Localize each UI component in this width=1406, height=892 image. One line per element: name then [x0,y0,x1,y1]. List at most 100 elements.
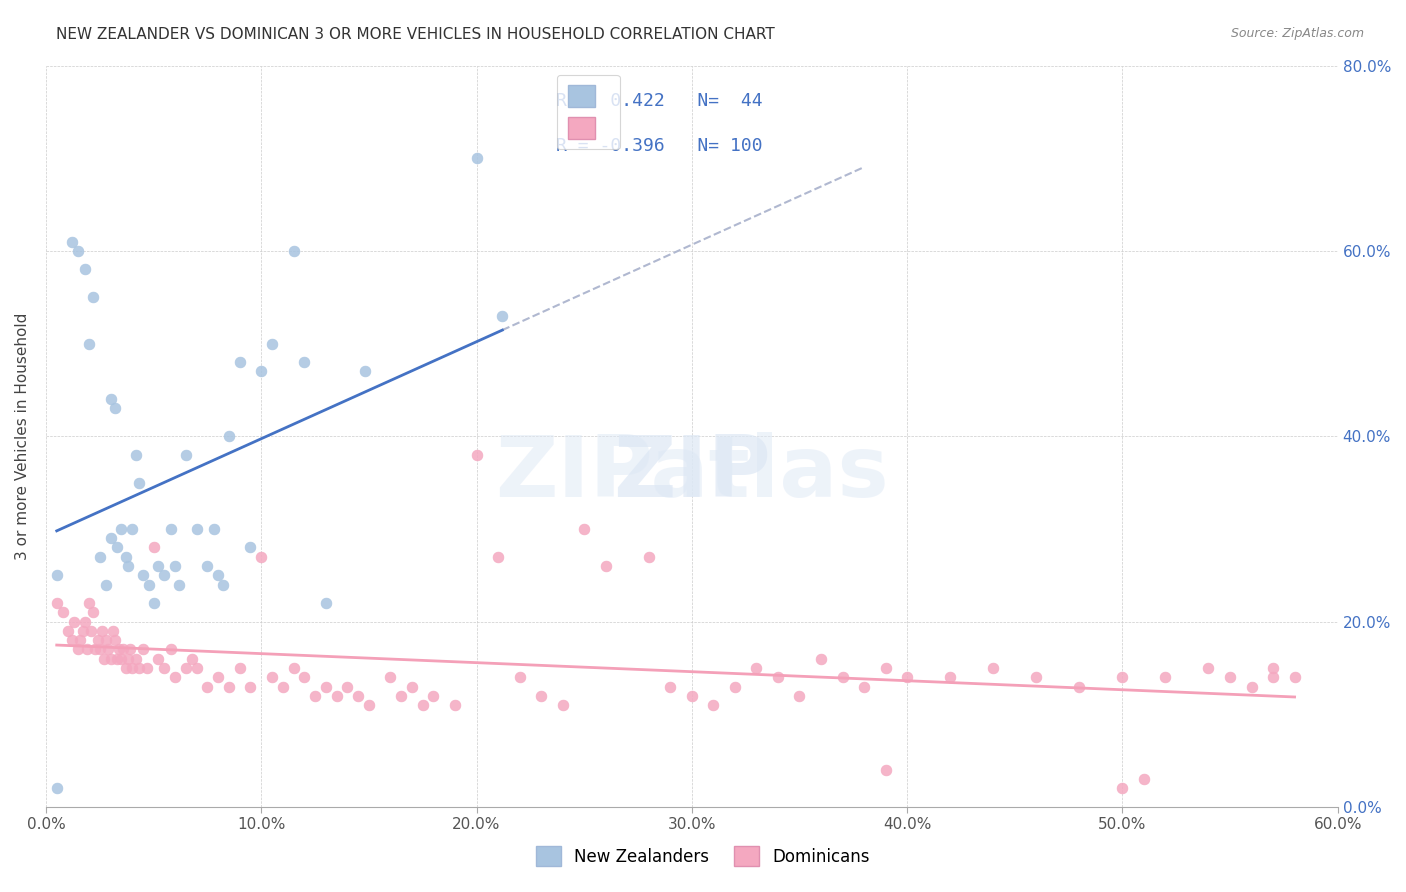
Point [142,596,165,610]
Point [125,651,148,665]
Point [96,577,118,591]
Point [260,670,283,684]
Point [1111,781,1133,796]
Point [681,689,703,703]
Point [110,522,132,536]
Point [45,596,67,610]
Point [142,541,165,555]
Point [1133,772,1156,787]
Point [766,670,789,684]
Point [114,661,136,675]
Point [810,651,832,665]
Point [250,549,273,564]
Point [136,661,159,675]
Point [336,680,359,694]
Point [132,642,155,657]
Point [73,262,96,277]
Point [228,355,250,369]
Point [292,355,315,369]
Point [160,642,183,657]
Point [67,244,90,258]
Point [77,596,100,610]
Point [875,661,897,675]
Point [96,633,118,648]
Point [250,364,273,378]
Point [165,559,187,574]
Text: Source: ZipAtlas.com: Source: ZipAtlas.com [1230,27,1364,40]
Point [77,336,100,351]
Point [82,290,104,304]
Text: NEW ZEALANDER VS DOMINICAN 3 OR MORE VEHICLES IN HOUSEHOLD CORRELATION CHART: NEW ZEALANDER VS DOMINICAN 3 OR MORE VEH… [56,27,775,42]
Point [146,559,169,574]
Point [1261,661,1284,675]
Point [207,568,229,582]
Point [981,661,1004,675]
Point [125,448,148,462]
Text: R = -0.396   N= 100: R = -0.396 N= 100 [557,136,763,155]
Point [153,568,176,582]
Point [465,448,488,462]
Point [283,244,305,258]
Text: ZIP: ZIP [613,432,770,515]
Point [60,235,83,249]
Point [197,559,219,574]
Point [45,568,67,582]
Point [121,522,143,536]
Point [239,541,262,555]
Point [875,763,897,777]
Point [491,309,513,323]
Point [595,559,617,574]
Point [1261,670,1284,684]
Point [1240,680,1263,694]
Point [174,661,197,675]
Point [160,522,183,536]
Point [637,549,659,564]
Text: R =  0.422   N=  44: R = 0.422 N= 44 [557,93,763,111]
Point [530,689,553,703]
Point [138,577,160,591]
Point [486,549,509,564]
Point [72,624,94,638]
Point [165,670,187,684]
Point [105,541,128,555]
Point [260,336,283,351]
Point [93,651,115,665]
Point [347,689,370,703]
Point [228,661,250,675]
Point [401,680,423,694]
Point [1111,670,1133,684]
Point [357,698,380,712]
Point [100,392,122,407]
Point [186,661,208,675]
Point [271,680,294,694]
Point [67,642,90,657]
Point [465,151,488,165]
Point [422,689,444,703]
Point [153,661,176,675]
Point [174,448,197,462]
Point [104,401,127,416]
Point [831,670,853,684]
Point [1069,680,1091,694]
Point [509,670,531,684]
Point [117,651,139,665]
Point [69,633,91,648]
Point [939,670,962,684]
Point [1025,670,1047,684]
Point [73,615,96,629]
Point [325,689,347,703]
Point [239,680,262,694]
Point [52,606,75,620]
Point [659,680,682,694]
Point [76,642,98,657]
Point [108,642,131,657]
Point [745,661,768,675]
Point [121,661,143,675]
Point [1284,670,1306,684]
Point [100,651,122,665]
Point [218,680,240,694]
Point [56,624,79,638]
Point [197,680,219,694]
Point [89,642,111,657]
Point [304,689,326,703]
